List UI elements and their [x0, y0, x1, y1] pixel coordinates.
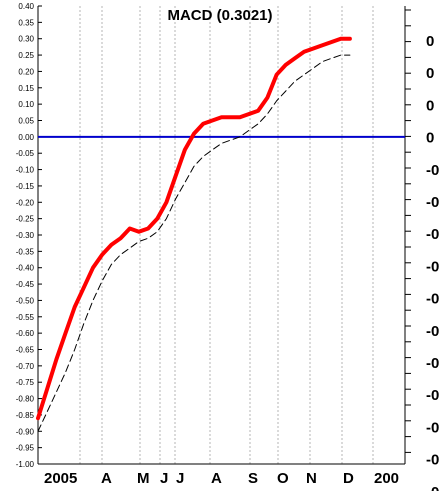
y-tick-label: -0.20: [16, 198, 35, 207]
y-tick-label: -0.60: [16, 329, 35, 338]
right-tick-label: -0: [426, 194, 439, 211]
x-tick-label: S: [248, 470, 258, 487]
x-tick-label: J: [160, 470, 168, 487]
right-tick-label: -0: [426, 291, 439, 308]
right-tick-label: -0: [426, 452, 439, 469]
right-tick-label: 0: [426, 65, 434, 82]
x-tick-label: D: [343, 470, 354, 487]
y-tick-label: -0.70: [16, 362, 35, 371]
y-tick-label: 0.20: [18, 67, 34, 76]
right-tick-label: -0: [426, 484, 439, 491]
chart-title: MACD (0.3021): [167, 7, 272, 24]
right-tick-label: 0: [426, 97, 434, 114]
x-tick-label: 200: [374, 470, 399, 487]
x-tick-labels: 2005 A M J J A S O N D 200: [44, 470, 399, 487]
left-y-tick-labels: 0.40 0.35 0.30 0.25 0.20 0.15 0.10 0.05 0.00 -0.0…: [16, 2, 35, 469]
macd-line: [36, 36, 352, 421]
right-tick-label: 0: [426, 33, 434, 50]
y-tick-label: 0.25: [18, 51, 34, 60]
y-tick-label: 0.10: [18, 100, 34, 109]
x-tick-label: M: [137, 470, 150, 487]
right-tick-label: -0: [426, 419, 439, 436]
grid: [79, 6, 374, 464]
right-tick-label: 0: [426, 130, 434, 147]
y-tick-label: 0.00: [18, 133, 34, 142]
y-tick-label: -0.30: [16, 231, 35, 240]
y-tick-label: 0.35: [18, 18, 34, 27]
right-tick-label: -0: [426, 355, 439, 372]
x-tick-label: O: [277, 470, 289, 487]
right-y-tick-labels: 0 0 0 0 -0 -0 -0 -0 -0 -0 -0 -0 -0 -0 -0: [426, 33, 439, 491]
x-tick-label: N: [306, 470, 317, 487]
y-tick-label: -0.40: [16, 264, 35, 273]
right-tick-label: -0: [426, 258, 439, 275]
y-tick-label: 0.30: [18, 35, 34, 44]
right-tick-label: -0: [426, 226, 439, 243]
y-tick-label: -1.00: [16, 460, 35, 469]
x-tick-label: A: [101, 470, 112, 487]
y-tick-label: -0.05: [16, 149, 35, 158]
right-tick-label: -0: [426, 323, 439, 340]
y-tick-label: -0.55: [16, 313, 35, 322]
y-tick-label: -0.35: [16, 247, 35, 256]
y-tick-label: -0.85: [16, 411, 35, 420]
y-tick-label: -0.95: [16, 444, 35, 453]
y-tick-label: -0.10: [16, 166, 35, 175]
y-tick-label: 0.40: [18, 2, 34, 11]
y-tick-label: -0.45: [16, 280, 35, 289]
y-tick-label: -0.75: [16, 378, 35, 387]
y-tick-label: 0.15: [18, 84, 34, 93]
y-tick-label: -0.65: [16, 346, 35, 355]
y-tick-label: -0.25: [16, 215, 35, 224]
right-tick-label: -0: [426, 162, 439, 179]
y-tick-label: 0.05: [18, 117, 34, 126]
y-tick-label: -0.15: [16, 182, 35, 191]
x-tick-label: J: [176, 470, 184, 487]
y-tick-label: -0.90: [16, 427, 35, 436]
y-tick-label: -0.50: [16, 296, 35, 305]
y-tick-label: -0.80: [16, 395, 35, 404]
x-tick-label: 2005: [44, 470, 77, 487]
series-layer: [36, 36, 352, 432]
right-tick-label: -0: [426, 387, 439, 404]
x-tick-label: A: [211, 470, 222, 487]
signal-line: [37, 54, 351, 432]
